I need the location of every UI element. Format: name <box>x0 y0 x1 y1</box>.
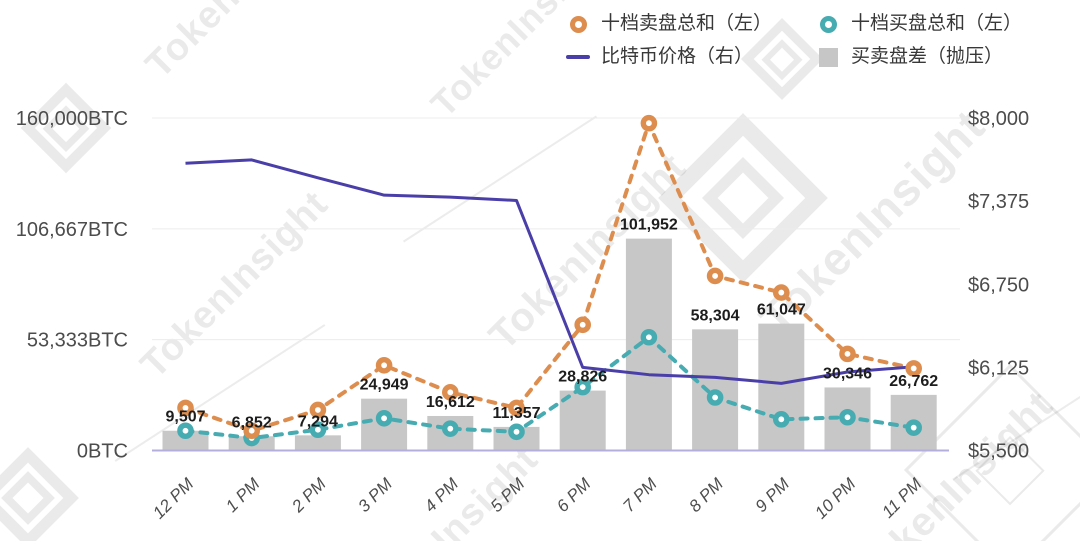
bar-value-label: 9,507 <box>165 409 205 426</box>
sell-marker <box>574 316 592 334</box>
sell-line <box>183 121 916 433</box>
legend-item-buy[interactable]: 十档买盘总和（左） <box>815 13 1022 35</box>
legend-label: 十档卖盘总和（左） <box>601 13 773 34</box>
buy-marker <box>177 422 194 440</box>
x-axis-tick-label: 12 PM <box>149 474 198 523</box>
sell-marker <box>441 384 459 401</box>
sell-marker <box>706 267 724 285</box>
x-axis-tick-label: 2 PM <box>288 474 331 517</box>
y-axis-left-tick-label: 160,000BTC <box>16 108 128 130</box>
x-axis-tick-label: 4 PM <box>421 474 463 516</box>
bar-value-label: 26,762 <box>889 373 938 390</box>
sell-marker <box>177 399 194 417</box>
x-axis-tick-label: 8 PM <box>685 474 727 516</box>
chart-legend: 十档卖盘总和（左） 十档买盘总和（左） 比特币价格（右） 买卖盘差（抛压） <box>565 13 1022 68</box>
bar-diff <box>162 430 209 451</box>
legend-donut-marker-icon <box>565 13 591 35</box>
price-line <box>185 158 914 385</box>
legend-donut-marker-icon <box>815 13 841 35</box>
buy-marker <box>441 420 459 437</box>
buy-marker <box>508 423 525 441</box>
bar-value-label: 6,852 <box>232 414 272 431</box>
sell-marker <box>508 399 525 417</box>
sell-marker <box>905 360 923 377</box>
legend-item-sell[interactable]: 十档卖盘总和（左） <box>565 13 815 35</box>
bar-value-label: 61,047 <box>757 302 806 319</box>
bar-value-label: 7,294 <box>298 413 338 430</box>
y-axis-left-tick-label: 106,667BTC <box>16 219 128 241</box>
sell-marker <box>309 401 327 419</box>
x-axis-tick-label: 3 PM <box>354 474 396 516</box>
y-axis-right-tick-label: $7,375 <box>968 191 1029 213</box>
x-axis-tick-label: 7 PM <box>619 474 661 516</box>
x-axis-tick-label: 1 PM <box>222 474 264 516</box>
buy-marker <box>574 378 592 396</box>
bar-value-label: 24,949 <box>360 377 409 394</box>
buy-marker <box>706 389 724 406</box>
legend-label: 十档买盘总和（左） <box>851 13 1023 34</box>
bar-diff <box>294 435 341 451</box>
buy-marker <box>773 411 790 428</box>
legend-square-marker-icon <box>815 46 841 68</box>
sell-marker <box>773 284 790 301</box>
legend-label: 比特币价格（右） <box>601 46 754 67</box>
x-axis-tick-label: 9 PM <box>752 474 794 516</box>
legend-label: 买卖盘差（抛压） <box>851 46 1004 67</box>
bar-value-label: 58,304 <box>691 307 740 324</box>
legend-item-diff[interactable]: 买卖盘差（抛压） <box>815 46 1022 68</box>
y-axis-right-tick-label: $6,750 <box>968 274 1029 296</box>
bar-diff <box>758 323 805 451</box>
legend-item-price[interactable]: 比特币价格（右） <box>565 46 815 68</box>
y-axis-left-tick-label: 0BTC <box>77 441 128 463</box>
bar-value-label: 101,952 <box>620 217 678 234</box>
bar-value-label: 16,612 <box>426 394 475 411</box>
y-axis-right-tick-label: $5,500 <box>968 441 1029 463</box>
y-axis-right-tick-label: $6,125 <box>968 357 1029 379</box>
buy-marker <box>640 328 658 346</box>
bar-value-label: 28,826 <box>558 369 607 386</box>
x-axis-tick-label: 6 PM <box>553 474 595 516</box>
sell-marker <box>243 422 260 440</box>
sell-marker <box>375 356 393 374</box>
buy-marker <box>905 419 923 436</box>
x-axis-tick-label: 5 PM <box>487 474 529 516</box>
bar-diff <box>559 390 606 451</box>
legend-line-marker-icon <box>565 46 591 68</box>
buy-marker <box>309 421 327 439</box>
x-axis-tick-label: 11 PM <box>878 474 926 522</box>
bar-value-label: 30,346 <box>823 365 872 382</box>
buy-line <box>183 335 916 441</box>
y-axis-left-tick-label: 53,333BTC <box>27 330 128 352</box>
bar-value-label: 11,357 <box>492 405 540 422</box>
sell-marker <box>839 345 856 363</box>
buy-marker <box>839 408 856 426</box>
buy-marker <box>375 409 393 427</box>
sell-marker <box>640 114 658 132</box>
x-axis-tick-label: 10 PM <box>811 474 860 523</box>
y-axis-right-tick-label: $8,000 <box>968 108 1029 130</box>
